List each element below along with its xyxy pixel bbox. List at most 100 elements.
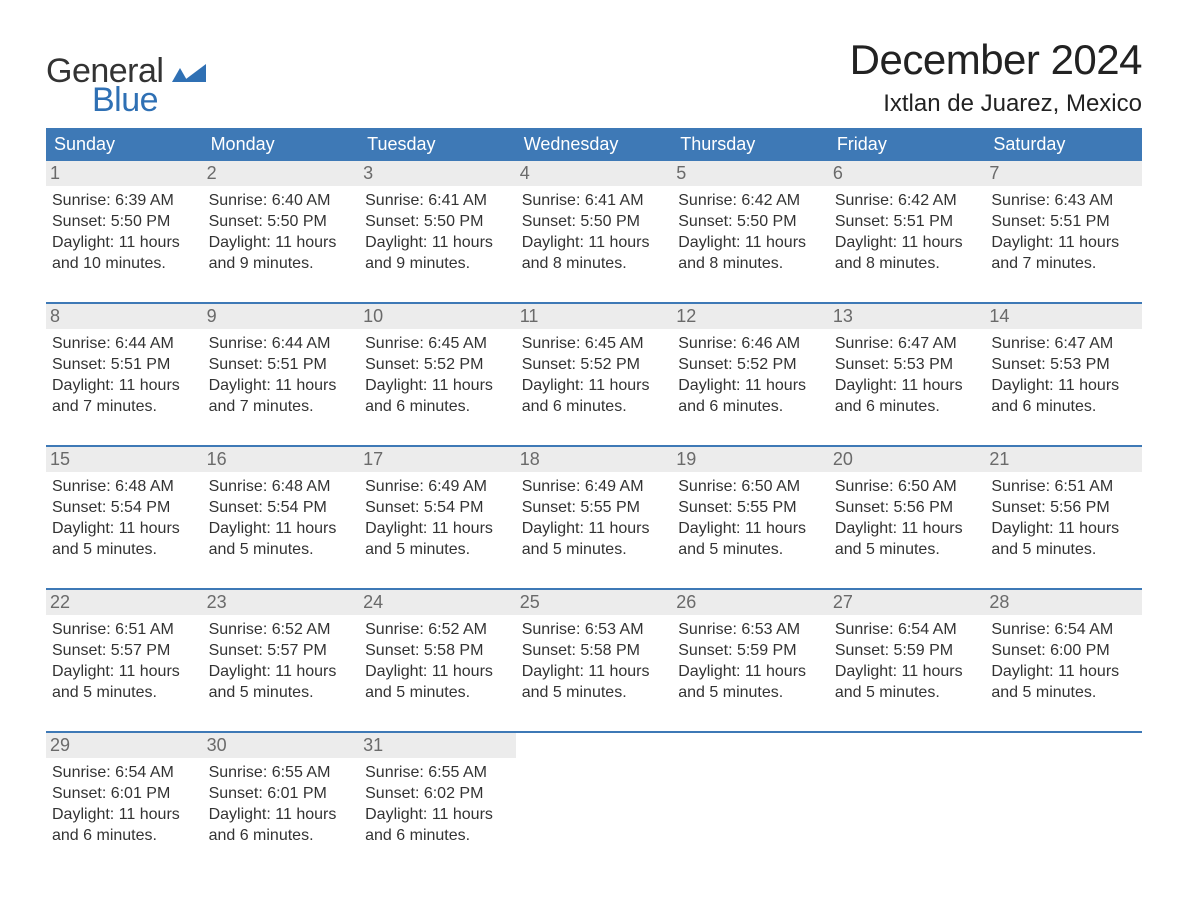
day-number-cell: 9 xyxy=(203,304,360,329)
day-body-cell xyxy=(516,758,673,874)
sunset-text: Sunset: 5:59 PM xyxy=(678,642,796,659)
sunrise-text: Sunrise: 6:55 AM xyxy=(365,764,487,781)
sunrise-text: Sunrise: 6:48 AM xyxy=(52,478,174,495)
daylight-text2: and 8 minutes. xyxy=(678,255,783,272)
page-title: December 2024 xyxy=(850,36,1142,84)
day-header: Saturday xyxy=(985,128,1142,161)
page-header: General Blue December 2024 Ixtlan de Jua… xyxy=(46,36,1142,128)
sunset-text: Sunset: 5:57 PM xyxy=(209,642,327,659)
day-body-row: Sunrise: 6:54 AMSunset: 6:01 PMDaylight:… xyxy=(46,758,1142,874)
sunrise-text: Sunrise: 6:48 AM xyxy=(209,478,331,495)
sunrise-text: Sunrise: 6:52 AM xyxy=(365,621,487,638)
sunrise-text: Sunrise: 6:54 AM xyxy=(835,621,957,638)
daylight-text2: and 8 minutes. xyxy=(835,255,940,272)
daylight-text: Daylight: 11 hours xyxy=(365,377,493,394)
day-header: Sunday xyxy=(46,128,203,161)
location-label: Ixtlan de Juarez, Mexico xyxy=(850,90,1142,118)
day-number-cell: 13 xyxy=(829,304,986,329)
sunrise-text: Sunrise: 6:53 AM xyxy=(678,621,800,638)
day-body-cell xyxy=(829,758,986,874)
daylight-text2: and 9 minutes. xyxy=(209,255,314,272)
daylight-text: Daylight: 11 hours xyxy=(52,663,180,680)
sunset-text: Sunset: 5:59 PM xyxy=(835,642,953,659)
day-number-cell: 10 xyxy=(359,304,516,329)
sunset-text: Sunset: 5:55 PM xyxy=(678,499,796,516)
day-body-cell: Sunrise: 6:55 AMSunset: 6:01 PMDaylight:… xyxy=(203,758,360,874)
sunrise-text: Sunrise: 6:47 AM xyxy=(835,335,957,352)
day-number-cell: 31 xyxy=(359,733,516,758)
sunset-text: Sunset: 5:54 PM xyxy=(365,499,483,516)
day-body-cell: Sunrise: 6:44 AMSunset: 5:51 PMDaylight:… xyxy=(46,329,203,446)
daylight-text: Daylight: 11 hours xyxy=(678,377,806,394)
day-body-cell: Sunrise: 6:42 AMSunset: 5:51 PMDaylight:… xyxy=(829,186,986,303)
sunrise-text: Sunrise: 6:42 AM xyxy=(835,192,957,209)
sunset-text: Sunset: 5:50 PM xyxy=(52,213,170,230)
daylight-text: Daylight: 11 hours xyxy=(365,234,493,251)
daylight-text: Daylight: 11 hours xyxy=(52,806,180,823)
daylight-text2: and 6 minutes. xyxy=(209,827,314,844)
day-body-cell: Sunrise: 6:47 AMSunset: 5:53 PMDaylight:… xyxy=(985,329,1142,446)
sunset-text: Sunset: 5:51 PM xyxy=(52,356,170,373)
day-body-cell: Sunrise: 6:47 AMSunset: 5:53 PMDaylight:… xyxy=(829,329,986,446)
daylight-text: Daylight: 11 hours xyxy=(835,663,963,680)
sunset-text: Sunset: 6:00 PM xyxy=(991,642,1109,659)
sunset-text: Sunset: 5:52 PM xyxy=(365,356,483,373)
daylight-text: Daylight: 11 hours xyxy=(835,234,963,251)
day-number-cell: 2 xyxy=(203,161,360,186)
daylight-text2: and 7 minutes. xyxy=(991,255,1096,272)
sunrise-text: Sunrise: 6:45 AM xyxy=(365,335,487,352)
calendar-table: Sunday Monday Tuesday Wednesday Thursday… xyxy=(46,128,1142,874)
daylight-text: Daylight: 11 hours xyxy=(522,663,650,680)
day-body-row: Sunrise: 6:44 AM Sunset: 5:51 PM Daylight:… xyxy=(46,329,1142,446)
sunset-text: Sunset: 5:50 PM xyxy=(209,213,327,230)
day-number-row: 891011121314 xyxy=(46,304,1142,329)
daylight-text: Daylight: 11 hours xyxy=(678,663,806,680)
sunset-text: Sunset: 5:54 PM xyxy=(52,499,170,516)
day-number-cell: 23 xyxy=(203,590,360,615)
day-number-cell: 1 xyxy=(46,161,203,186)
sunrise-text: Sunrise: 6:54 AM xyxy=(991,621,1113,638)
daylight-text: Daylight: 11 hours xyxy=(209,806,337,823)
day-number-cell: 17 xyxy=(359,447,516,472)
daylight-text2: and 5 minutes. xyxy=(835,541,940,558)
day-body-cell: Sunrise: 6:53 AMSunset: 5:58 PMDaylight:… xyxy=(516,615,673,732)
day-number-cell: 25 xyxy=(516,590,673,615)
daylight-text: Daylight: 11 hours xyxy=(522,377,650,394)
daylight-text: Daylight: 11 hours xyxy=(835,377,963,394)
daylight-text: Daylight: 11 hours xyxy=(991,520,1119,537)
daylight-text: Daylight: 11 hours xyxy=(522,520,650,537)
daylight-text2: and 5 minutes. xyxy=(52,684,157,701)
sunrise-text: Sunrise: 6:50 AM xyxy=(835,478,957,495)
daylight-text: Daylight: 11 hours xyxy=(835,520,963,537)
day-header: Friday xyxy=(829,128,986,161)
day-body-cell: Sunrise: 6:46 AMSunset: 5:52 PMDaylight:… xyxy=(672,329,829,446)
day-number-cell: 7 xyxy=(985,161,1142,186)
daylight-text: Daylight: 11 hours xyxy=(52,377,180,394)
day-number-cell: 26 xyxy=(672,590,829,615)
day-body-cell: Sunrise: 6:42 AMSunset: 5:50 PMDaylight:… xyxy=(672,186,829,303)
sunrise-text: Sunrise: 6:49 AM xyxy=(365,478,487,495)
day-number-cell: 16 xyxy=(203,447,360,472)
day-number-cell: 22 xyxy=(46,590,203,615)
day-number-row: 1234567 xyxy=(46,161,1142,186)
sunrise-text: Sunrise: 6:51 AM xyxy=(991,478,1113,495)
calendar-page: General Blue December 2024 Ixtlan de Jua… xyxy=(0,0,1188,874)
sunrise-text: Sunrise: 6:40 AM xyxy=(209,192,331,209)
daylight-text2: and 5 minutes. xyxy=(209,541,314,558)
title-block: December 2024 Ixtlan de Juarez, Mexico xyxy=(850,36,1142,128)
day-header: Tuesday xyxy=(359,128,516,161)
daylight-text: Daylight: 11 hours xyxy=(365,520,493,537)
sunset-text: Sunset: 5:58 PM xyxy=(522,642,640,659)
day-number-cell: 21 xyxy=(985,447,1142,472)
daylight-text: Daylight: 11 hours xyxy=(52,234,180,251)
day-body-cell: Sunrise: 6:45 AMSunset: 5:52 PMDaylight:… xyxy=(516,329,673,446)
day-header: Monday xyxy=(203,128,360,161)
sunrise-text: Sunrise: 6:45 AM xyxy=(522,335,644,352)
sunrise-text: Sunrise: 6:44 AM xyxy=(209,335,331,352)
day-number-cell: 14 xyxy=(985,304,1142,329)
day-body-cell xyxy=(672,758,829,874)
day-body-cell: Sunrise: 6:43 AMSunset: 5:51 PMDaylight:… xyxy=(985,186,1142,303)
flag-icon xyxy=(172,64,206,82)
daylight-text: Daylight: 11 hours xyxy=(678,520,806,537)
day-number-cell: 12 xyxy=(672,304,829,329)
